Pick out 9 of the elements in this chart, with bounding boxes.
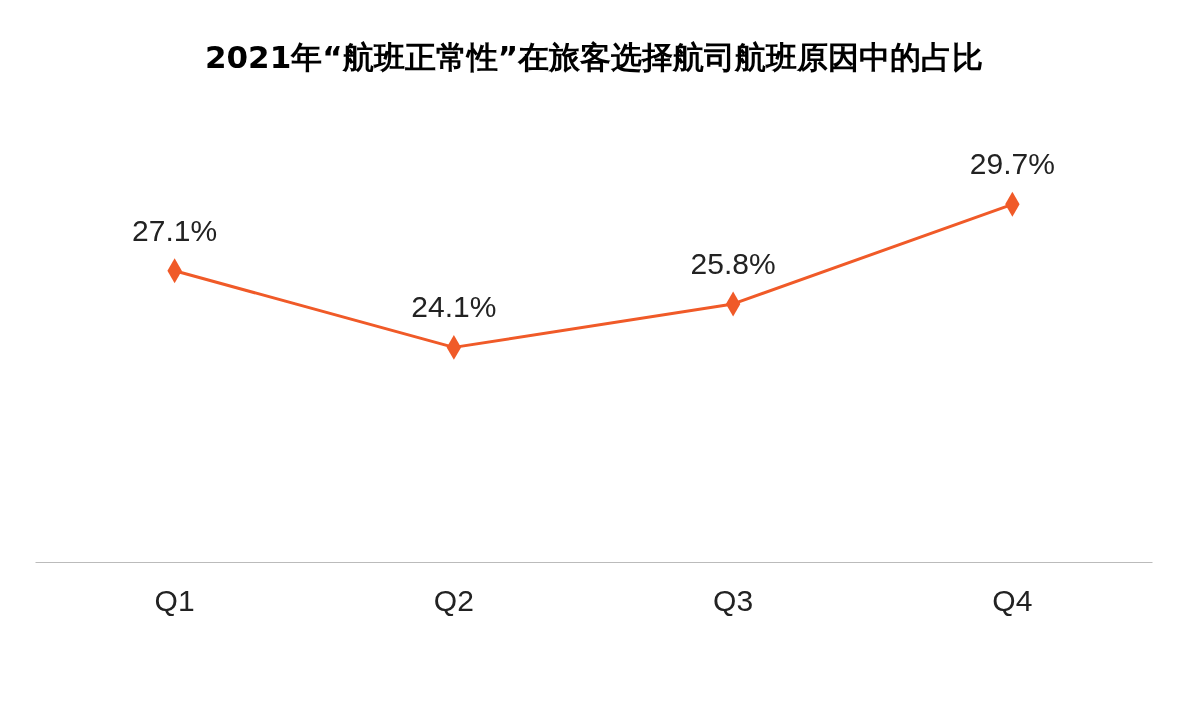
data-label: 29.7% [969,147,1055,181]
chart-title: 2021年“航班正常性”在旅客选择航司航班原因中的占比 [204,39,984,75]
x-tick-label: Q1 [154,584,195,618]
data-label: 27.1% [132,213,218,247]
data-label: 24.1% [411,290,497,324]
x-tick-label: Q2 [433,584,474,618]
x-tick-label: Q4 [992,584,1033,618]
data-label: 25.8% [690,246,776,280]
x-tick-label: Q3 [713,584,754,618]
